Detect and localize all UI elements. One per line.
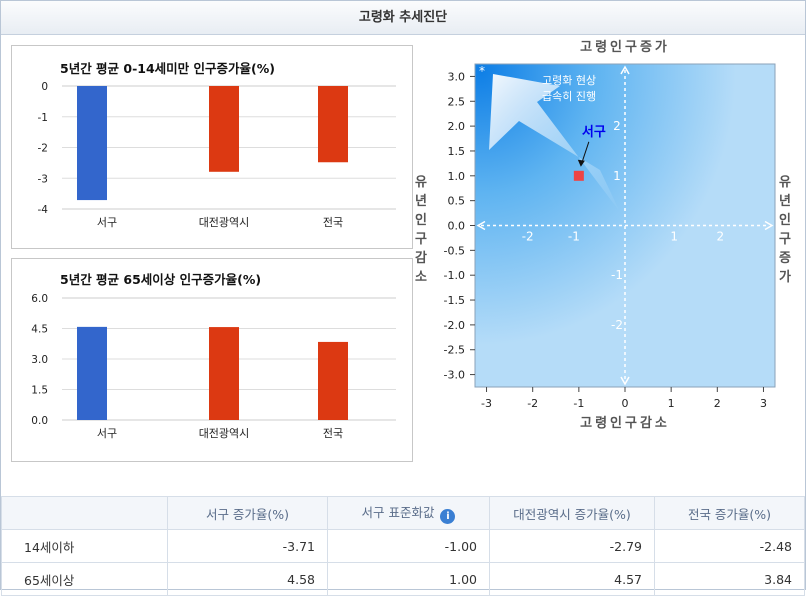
arrow-up-icon [620,65,630,75]
table-cell: 4.58 [167,562,328,596]
inner-axis-label: -2 [611,318,623,332]
bar [209,327,239,420]
page-title: 고령화 추세진단 [1,1,805,35]
x-tick-label: 대전광역시 [199,216,250,229]
table-cell: -2.48 [654,529,805,563]
annotation-line-2: 급속히 진행 [542,89,596,103]
annotation-line-1: 고령화 현상 [542,74,596,87]
y-tick-label: -1 [38,112,48,124]
x-tick-label: 0 [622,397,629,410]
y-tick-label: 1.0 [448,170,466,183]
table-cell: -3.71 [167,529,328,563]
table-header-label: 서구 표준화값 [361,505,435,520]
y-tick-label: 2.0 [448,120,466,133]
inner-axis-label: 2 [716,230,724,244]
table-cell: 1.00 [327,562,490,596]
point-pointer [581,141,590,163]
x-tick-label: 서구 [97,427,117,440]
y-tick-label: 1.5 [31,385,48,397]
y-tick-label: -3 [38,173,48,185]
table-header-cell: 서구 표준화값 i [327,496,490,530]
trend-arrow-icon [489,74,620,212]
inner-axis-label: 1 [670,230,678,244]
data-point [573,170,584,181]
row-label: 65세이상 [1,562,168,596]
bar [318,86,348,163]
x-tick-label: 2 [714,397,721,410]
y-tick-label: 3.0 [448,70,466,83]
pointer-head-icon [577,159,585,167]
table-cell: -1.00 [327,529,490,563]
chart-title-elderly: 5년간 평균 65세이상 인구증가율(%) [60,272,262,287]
table-header-cell: 서구 증가율(%) [167,496,328,530]
bar-chart-youth: 0 -1 -2 -3 -4 서구 대전광역시 전국 [38,81,396,229]
y-tick-label: -2 [38,143,48,155]
x-tick-label: -2 [527,397,538,410]
y-tick-label: -2.5 [444,344,465,357]
point-label: 서구 [582,125,606,140]
bar [318,341,348,420]
y-tick-label: 1.5 [448,145,466,158]
y-tick-label: 2.5 [448,95,466,108]
bar-chart-elderly: 6.0 4.5 3.0 1.5 0.0 서구 대전광역시 전국 [31,293,396,440]
table-row: 14세이하 -3.71 -1.00 -2.79 -2.48 [1,529,805,563]
x-tick-label: 서구 [97,216,117,229]
arrow-down-icon [620,376,630,386]
x-tick-label: 1 [668,397,675,410]
x-tick-label: -3 [481,397,492,410]
star-icon: * [479,64,485,78]
bar [209,86,239,172]
inner-axis-label: 2 [613,119,621,133]
chart-panel-elderly: 5년간 평균 65세이상 인구증가율(%) 6.0 4.5 3.0 1.5 0.0 서구 대… [11,258,413,462]
y-tick-label: 6.0 [31,293,48,305]
y-tick-label: 3.0 [31,354,48,366]
y-tick-label: 0.0 [31,415,48,427]
y-tick-label: -0.5 [444,244,465,257]
bar [77,326,107,420]
chart-title-youth: 5년간 평균 0-14세미만 인구증가율(%) [60,61,275,76]
y-tick-label: 0 [41,81,48,93]
row-label: 14세이하 [1,529,168,563]
title-bottom: 고령인구감소 [580,415,670,431]
inner-axis-label: -1 [611,268,623,282]
bar [77,86,107,201]
y-tick-label: -3.0 [444,369,465,382]
arrow-right-icon [764,220,774,231]
y-tick-label: 0.5 [448,195,466,208]
stats-table: 서구 증가율(%) 서구 표준화값 i 대전광역시 증가율(%) 전국 증가율(%… [1,496,805,596]
y-tick-label: -4 [38,204,49,216]
y-tick-label: -1.0 [444,269,465,282]
y-tick-label: 4.5 [31,324,48,336]
table-cell: 3.84 [654,562,805,596]
x-tick-label: 전국 [323,427,343,440]
table-header-cell [1,496,168,530]
chart-panel-youth: 5년간 평균 0-14세미만 인구증가율(%) 0 -1 -2 -3 -4 서구 대전광역시… [11,45,413,249]
inner-axis-label: -1 [568,230,580,244]
y-tick-label: -2.0 [444,319,465,332]
x-tick-label: 전국 [323,216,343,229]
x-tick-label: -1 [573,397,584,410]
table-cell: -2.79 [489,529,655,563]
table-header-row: 서구 증가율(%) 서구 표준화값 i 대전광역시 증가율(%) 전국 증가율(%… [1,496,805,530]
inner-axis-label: 1 [613,169,621,183]
arrow-left-icon [476,220,486,231]
info-icon[interactable]: i [440,509,456,524]
table-row: 65세이상 4.58 1.00 4.57 3.84 [1,562,805,596]
x-tick-label: 3 [760,397,767,410]
table-header-cell: 전국 증가율(%) [654,496,805,530]
x-tick-label: 대전광역시 [199,427,250,440]
y-tick-label: 0.0 [448,220,466,233]
title-top: 고령인구증가 [580,39,670,55]
table-cell: 4.57 [489,562,655,596]
y-tick-label: -1.5 [444,294,465,307]
inner-axis-label: -2 [522,230,534,244]
table-header-cell: 대전광역시 증가율(%) [489,496,655,530]
